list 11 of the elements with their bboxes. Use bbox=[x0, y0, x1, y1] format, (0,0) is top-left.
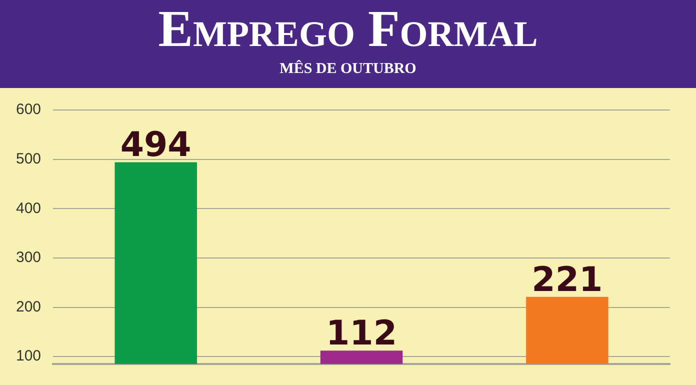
y-tick-label: 600 bbox=[16, 101, 42, 118]
chart-title: Emprego Formal bbox=[157, 0, 539, 60]
chart-subtitle: MÊS DE OUTUBRO bbox=[278, 60, 418, 78]
data-label: 221 bbox=[532, 260, 603, 300]
y-tick-label: 500 bbox=[16, 150, 42, 168]
data-label: 112 bbox=[326, 314, 398, 354]
y-tick-label: 200 bbox=[16, 298, 42, 316]
y-tick-label: 400 bbox=[16, 200, 42, 217]
y-tick-label: 100 bbox=[16, 348, 42, 365]
y-tick-label: 300 bbox=[16, 249, 42, 266]
data-label: 494 bbox=[120, 125, 192, 166]
